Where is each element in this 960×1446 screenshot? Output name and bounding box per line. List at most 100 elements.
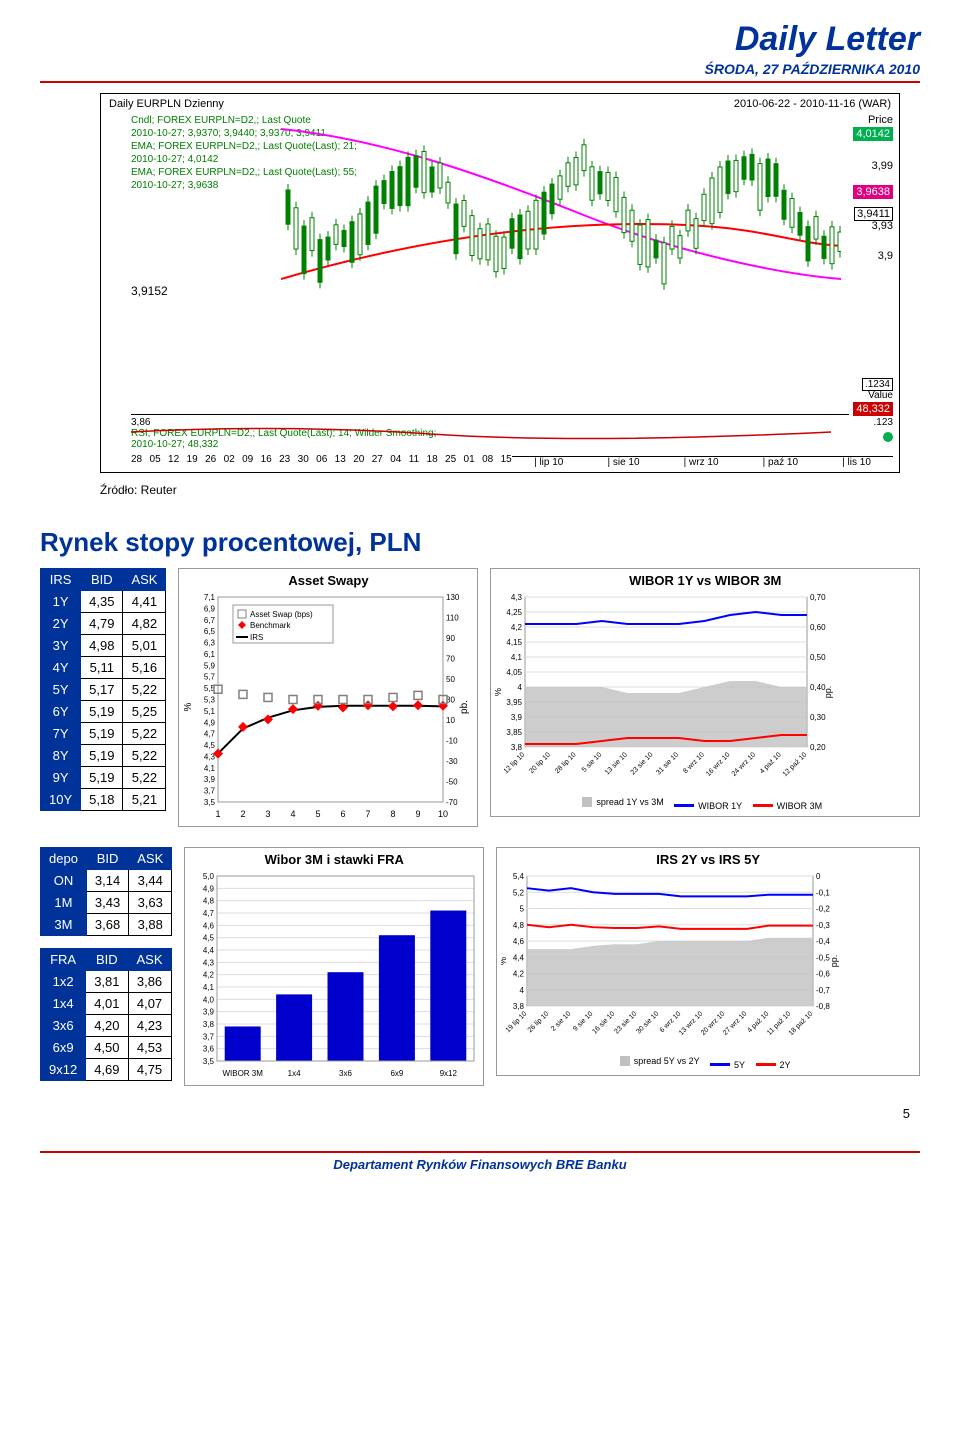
svg-text:27 wrz 10: 27 wrz 10: [722, 1010, 748, 1036]
svg-text:5,1: 5,1: [204, 707, 216, 716]
irs2y5y-svg: 5,45,254,84,64,44,243,80-0,1-0,2-0,3-0,4…: [501, 871, 841, 1051]
svg-text:130: 130: [446, 593, 460, 602]
svg-text:4,2: 4,2: [513, 970, 525, 979]
svg-text:4,9: 4,9: [204, 718, 216, 727]
svg-text:4,3: 4,3: [203, 958, 215, 967]
svg-text:3: 3: [266, 809, 271, 819]
svg-text:-10: -10: [446, 737, 458, 746]
section-title: Rynek stopy procentowej, PLN: [40, 527, 920, 558]
svg-text:3,9: 3,9: [203, 1008, 215, 1017]
svg-text:%: %: [183, 702, 194, 711]
svg-text:3,9: 3,9: [511, 713, 523, 722]
wibor3m-fra-chart: Wibor 3M i stawki FRA 5,04,94,84,74,64,5…: [184, 847, 484, 1086]
svg-text:4: 4: [291, 809, 296, 819]
svg-text:4,6: 4,6: [203, 921, 215, 930]
svg-text:3,7: 3,7: [203, 1032, 215, 1041]
svg-text:4,4: 4,4: [513, 953, 525, 962]
svg-text:26 lip 10: 26 lip 10: [527, 1010, 551, 1034]
svg-text:23 sie 10: 23 sie 10: [630, 751, 655, 776]
svg-text:6,5: 6,5: [204, 627, 216, 636]
small-tables: depoBIDASKON3,143,441M3,433,633M3,683,88…: [40, 847, 172, 1081]
svg-text:3,5: 3,5: [204, 798, 216, 807]
svg-text:16 sie 10: 16 sie 10: [592, 1010, 617, 1035]
svg-text:10: 10: [446, 716, 455, 725]
chart1-rsi-block: 3,86 RSI; FOREX EURPLN=D2,; Last Quote(L…: [131, 414, 849, 442]
chart1-title-right: 2010-06-22 - 2010-11-16 (WAR): [734, 98, 891, 110]
svg-text:4,25: 4,25: [507, 608, 523, 617]
svg-text:7: 7: [366, 809, 371, 819]
svg-text:10: 10: [438, 809, 448, 819]
svg-text:5,3: 5,3: [204, 696, 216, 705]
svg-text:4,2: 4,2: [511, 623, 523, 632]
svg-text:18 paź 10: 18 paź 10: [788, 1010, 815, 1037]
svg-text:19 lip 10: 19 lip 10: [505, 1010, 529, 1034]
svg-text:4,2: 4,2: [203, 971, 215, 980]
svg-text:1: 1: [216, 809, 221, 819]
svg-text:70: 70: [446, 655, 455, 664]
svg-text:5,4: 5,4: [513, 872, 525, 881]
svg-text:Benchmark: Benchmark: [250, 621, 291, 630]
svg-text:4,3: 4,3: [511, 593, 523, 602]
wibor3m-fra-svg: 5,04,94,84,74,64,54,44,34,24,14,03,93,83…: [189, 871, 479, 1081]
svg-text:-0,2: -0,2: [816, 905, 830, 914]
svg-text:-30: -30: [446, 757, 458, 766]
svg-text:%: %: [495, 688, 503, 696]
dot-icon: [883, 432, 893, 442]
svg-text:1x4: 1x4: [288, 1069, 301, 1078]
svg-text:WIBOR 3M: WIBOR 3M: [223, 1069, 264, 1078]
svg-text:3,5: 3,5: [203, 1057, 215, 1066]
svg-text:90: 90: [446, 634, 455, 643]
source-label: Źródło: Reuter: [100, 483, 920, 497]
svg-text:13 sie 10: 13 sie 10: [604, 751, 629, 776]
eurpln-chart: Daily EURPLN Dzienny 2010-06-22 - 2010-1…: [100, 93, 900, 473]
wibor-legend: spread 1Y vs 3M WIBOR 1Y WIBOR 3M: [495, 794, 915, 812]
svg-text:4,8: 4,8: [203, 897, 215, 906]
chart1-title-left: Daily EURPLN Dzienny: [109, 98, 224, 110]
page-subtitle: ŚRODA, 27 PAŹDZIERNIKA 2010: [40, 61, 920, 77]
row-1: IRSBIDASK1Y4,354,412Y4,794,823Y4,985,014…: [40, 568, 920, 827]
svg-text:6,3: 6,3: [204, 639, 216, 648]
svg-text:4,1: 4,1: [511, 653, 523, 662]
svg-text:pp.: pp.: [829, 955, 839, 968]
wibor-1y-3m-chart: WIBOR 1Y vs WIBOR 3M 4,34,254,24,154,14,…: [490, 568, 920, 817]
svg-text:6,1: 6,1: [204, 650, 216, 659]
svg-text:3x6: 3x6: [339, 1069, 352, 1078]
fra-table: FRABIDASK1x23,813,861x44,014,073x64,204,…: [40, 948, 172, 1081]
svg-text:4,1: 4,1: [203, 983, 215, 992]
irs2y5y-chart: IRS 2Y vs IRS 5Y 5,45,254,84,64,44,243,8…: [496, 847, 920, 1076]
svg-text:6: 6: [341, 809, 346, 819]
svg-text:5,2: 5,2: [513, 888, 525, 897]
svg-text:0,50: 0,50: [810, 653, 826, 662]
svg-text:-0,7: -0,7: [816, 986, 830, 995]
svg-text:4,5: 4,5: [203, 934, 215, 943]
candle-plot-area: [281, 124, 841, 344]
svg-text:9x12: 9x12: [440, 1069, 458, 1078]
svg-text:4,4: 4,4: [203, 946, 215, 955]
svg-text:20 lip 10: 20 lip 10: [529, 751, 553, 775]
svg-text:4,8: 4,8: [513, 921, 525, 930]
svg-text:5,7: 5,7: [204, 673, 216, 682]
svg-text:2 sie 10: 2 sie 10: [550, 1010, 572, 1032]
svg-text:4,7: 4,7: [203, 909, 215, 918]
asset-swapy-chart: Asset Swapy 7,16,96,76,56,36,15,95,75,55…: [178, 568, 478, 827]
svg-text:50: 50: [446, 675, 455, 684]
svg-text:3,9: 3,9: [204, 775, 216, 784]
svg-text:5,9: 5,9: [204, 661, 216, 670]
svg-text:-0,6: -0,6: [816, 970, 830, 979]
svg-text:4,9: 4,9: [203, 884, 215, 893]
svg-text:3,95: 3,95: [507, 698, 523, 707]
svg-text:0,70: 0,70: [810, 593, 826, 602]
page-container: Daily Letter ŚRODA, 27 PAŹDZIERNIKA 2010…: [0, 0, 960, 1192]
svg-text:-70: -70: [446, 798, 458, 807]
svg-text:4: 4: [520, 986, 525, 995]
svg-text:0,30: 0,30: [810, 713, 826, 722]
svg-text:-0,1: -0,1: [816, 888, 830, 897]
depo-table: depoBIDASKON3,143,441M3,433,633M3,683,88: [40, 847, 172, 936]
irs2y5y-legend: spread 5Y vs 2Y 5Y 2Y: [501, 1053, 915, 1071]
wibor-1y-3m-svg: 4,34,254,24,154,14,0543,953,93,853,80,70…: [495, 592, 835, 792]
svg-text:7,1: 7,1: [204, 593, 216, 602]
page-number: 5: [40, 1106, 910, 1121]
svg-text:3,7: 3,7: [204, 787, 216, 796]
svg-text:6,9: 6,9: [204, 604, 216, 613]
svg-text:-50: -50: [446, 778, 458, 787]
